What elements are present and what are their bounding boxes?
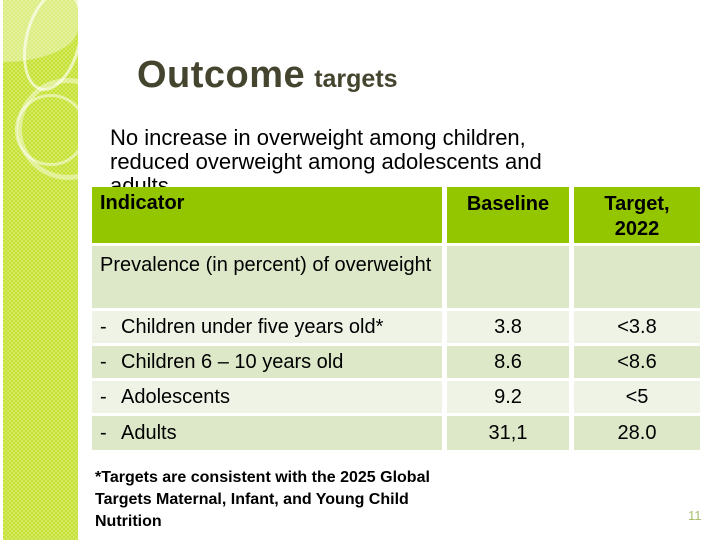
table-cell-baseline: 8.6 <box>447 346 569 378</box>
table-row-indicator: - Adults <box>92 416 442 450</box>
outcome-targets-table: Indicator Baseline Target, 2022 Prevalen… <box>92 187 700 450</box>
subtitle-line: reduced overweight among adolescents and <box>110 149 542 174</box>
list-dash: - <box>100 315 107 338</box>
table-cell-target: <3.8 <box>574 311 700 343</box>
table-row-category-label: Prevalence (in percent) of overweight <box>92 246 442 308</box>
table-cell-baseline: 3.8 <box>447 311 569 343</box>
slide-title-sub: targets <box>314 65 398 93</box>
decorative-sidebar <box>3 0 78 540</box>
indicator-label: Children under five years old* <box>121 315 384 338</box>
table-cell-target: <5 <box>574 381 700 413</box>
footnote-line: *Targets are consistent with the 2025 Gl… <box>95 469 430 486</box>
column-header-indicator: Indicator <box>92 187 442 243</box>
table-cell-baseline: 31,1 <box>447 416 569 450</box>
column-header-target: Target, 2022 <box>574 187 700 243</box>
circle-outline-decoration <box>15 94 78 166</box>
table-cell-baseline: 9.2 <box>447 381 569 413</box>
table-row-indicator: - Adolescents <box>92 381 442 413</box>
footnote-line: Nutrition <box>95 513 162 530</box>
indicator-label: Adolescents <box>121 385 230 408</box>
list-dash: - <box>100 385 107 408</box>
list-dash: - <box>100 421 107 444</box>
indicator-label: Adults <box>121 421 177 444</box>
target-header-line2: 2022 <box>614 218 660 240</box>
footnote-line: Targets Maternal, Infant, and Young Chil… <box>95 491 409 508</box>
column-header-baseline: Baseline <box>447 187 569 243</box>
subtitle-line: adults <box>110 173 169 188</box>
table-cell-target: <8.6 <box>574 346 700 378</box>
slide-title-main: Outcome <box>137 54 306 96</box>
indicator-label: Children 6 – 10 years old <box>121 350 344 373</box>
subtitle-line: No increase in overweight among children… <box>110 126 526 150</box>
table-cell-target: 28.0 <box>574 416 700 450</box>
table-row-indicator: - Children 6 – 10 years old <box>92 346 442 378</box>
baseline-header-label: Baseline <box>466 193 550 215</box>
slide-title: Outcome targets <box>137 54 398 97</box>
page-number: 11 <box>688 508 702 523</box>
table-row-indicator: - Children under five years old* <box>92 311 442 343</box>
footnote: *Targets are consistent with the 2025 Gl… <box>95 467 475 533</box>
list-dash: - <box>100 350 107 373</box>
slide-subtitle: No increase in overweight among children… <box>110 126 680 187</box>
target-header-line1: Target, <box>604 193 670 215</box>
table-cell-target <box>574 246 700 308</box>
table-cell-baseline <box>447 246 569 308</box>
